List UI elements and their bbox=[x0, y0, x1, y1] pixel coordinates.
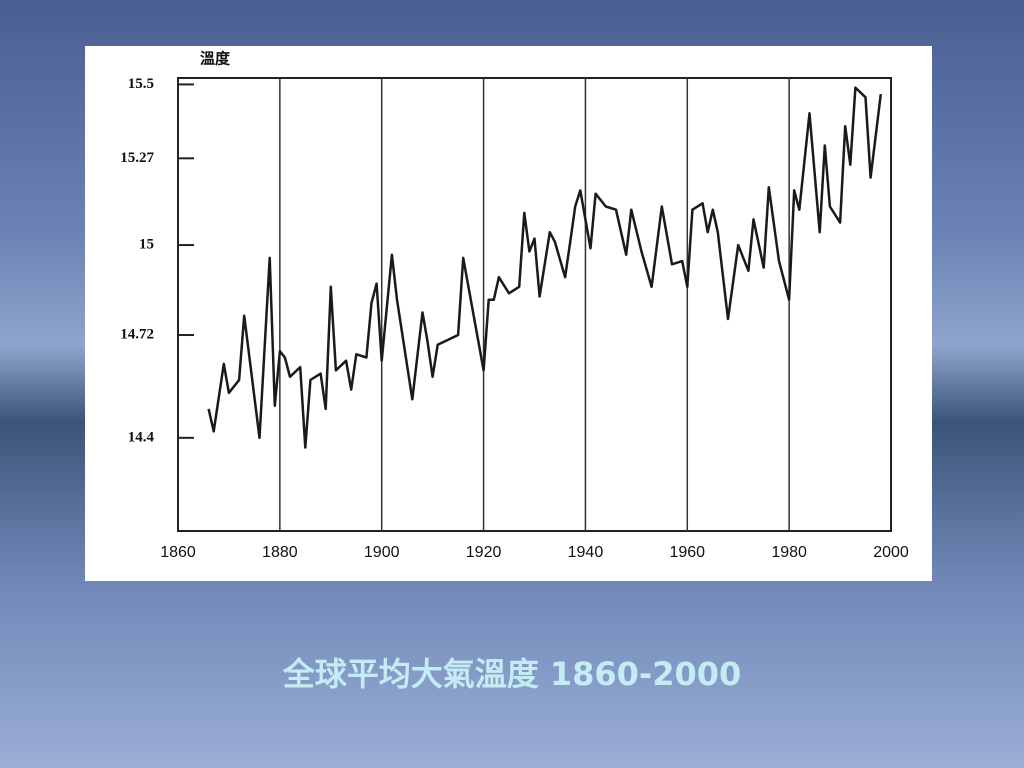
x-tick-label: 2000 bbox=[873, 544, 909, 561]
y-tick-label: 15 bbox=[139, 237, 154, 253]
slide-caption: 全球平均大氣溫度 1860-2000 bbox=[282, 655, 742, 693]
x-tick-label: 1940 bbox=[568, 544, 604, 561]
x-tick-label: 1880 bbox=[262, 544, 298, 561]
plot-frame bbox=[177, 77, 892, 532]
y-tick-label: 14.72 bbox=[120, 326, 154, 342]
x-tick-label: 1900 bbox=[364, 544, 400, 561]
chart-panel bbox=[85, 46, 932, 581]
y-axis-label: 溫度 bbox=[200, 50, 231, 68]
x-tick-label: 1980 bbox=[771, 544, 807, 561]
y-tick-label: 15.27 bbox=[120, 150, 154, 166]
x-tick-label: 1960 bbox=[669, 544, 705, 561]
x-tick-label: 1860 bbox=[160, 544, 196, 561]
y-tick-label: 14.4 bbox=[128, 429, 155, 445]
data-line bbox=[207, 86, 883, 449]
x-tick-label: 1920 bbox=[466, 544, 502, 561]
y-tick-label: 15.5 bbox=[128, 76, 154, 92]
